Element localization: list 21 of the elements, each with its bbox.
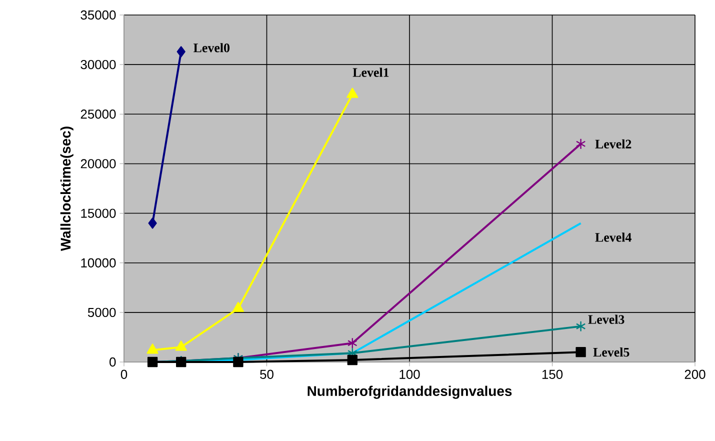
x-tick-label: 150 xyxy=(542,370,563,379)
y-tick-label: 20000 xyxy=(80,159,116,168)
x-tick-label: 100 xyxy=(400,370,420,379)
series-label: Level4 xyxy=(595,232,632,242)
y-tick-label: 35000 xyxy=(80,10,116,20)
series-label: Level1 xyxy=(352,68,389,77)
y-tick-label: 15000 xyxy=(81,208,116,218)
y-tick-label: 5000 xyxy=(88,308,116,318)
x-tick-label: 0 xyxy=(120,370,128,379)
y-tick-label: 0 xyxy=(110,357,116,367)
series-label: Level5 xyxy=(593,348,630,357)
y-tick-label: 30000 xyxy=(80,60,116,70)
series-label: Level2 xyxy=(595,139,632,148)
y-axis-title: Wallclocktime(sec) xyxy=(60,126,74,252)
x-axis-title: Numberofgridanddesignvalues xyxy=(308,386,512,399)
series-label: Level0 xyxy=(194,43,230,52)
series-label: Level3 xyxy=(588,314,624,324)
x-tick-label: 50 xyxy=(260,370,274,379)
x-tick-label: 200 xyxy=(684,370,706,379)
y-tick-label: 25000 xyxy=(80,110,116,119)
y-tick-label: 10000 xyxy=(81,258,116,268)
